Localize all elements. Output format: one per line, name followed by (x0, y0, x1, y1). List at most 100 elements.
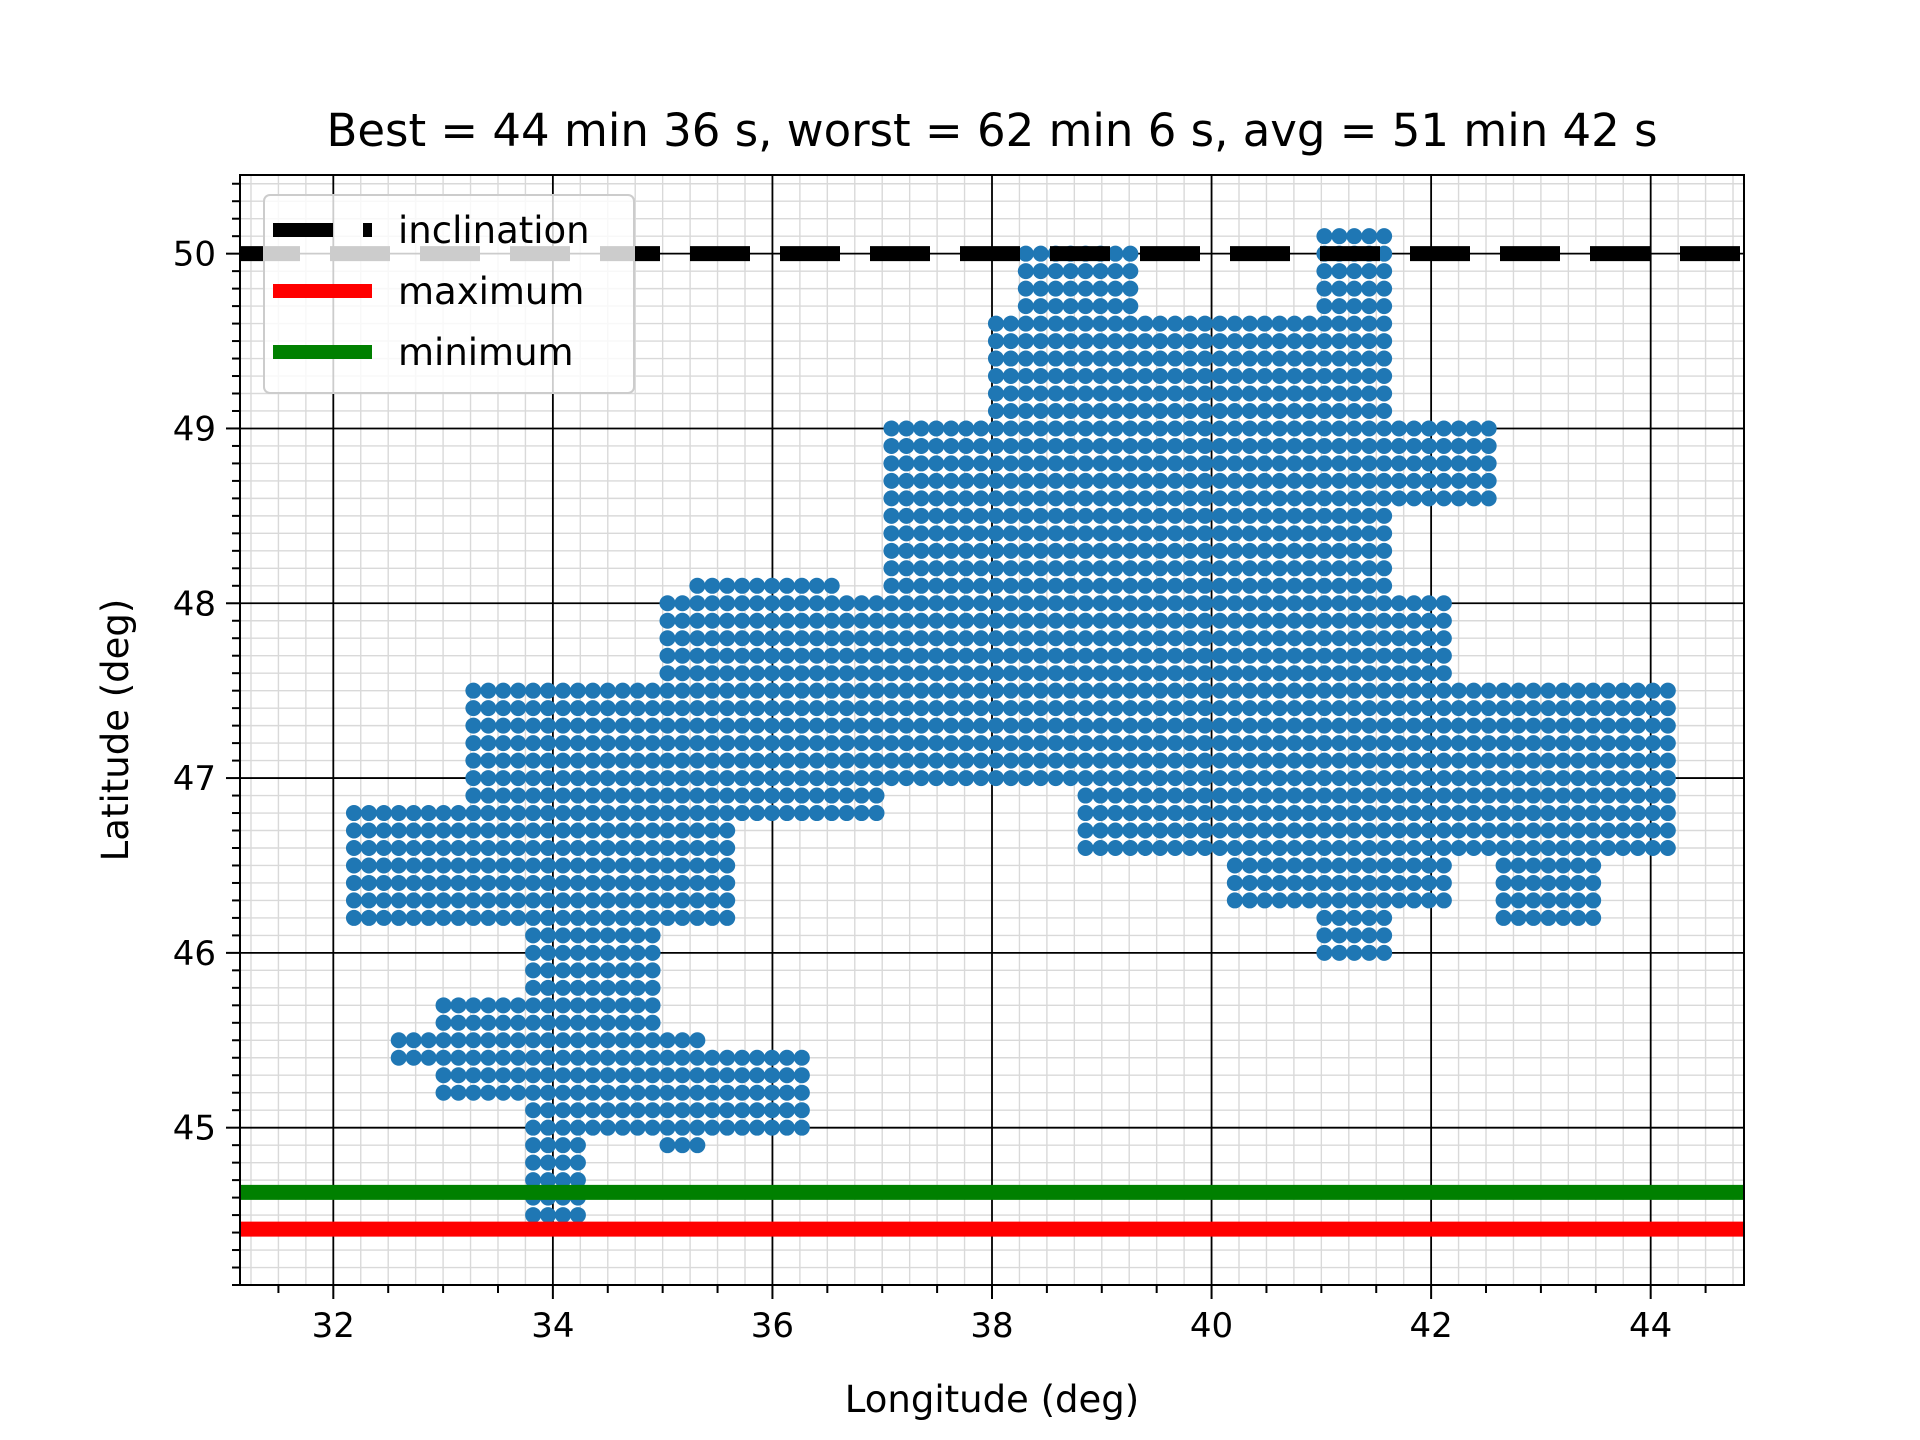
scatter-point (883, 490, 900, 507)
scatter-point (1211, 839, 1228, 856)
scatter-point (1122, 822, 1139, 839)
scatter-point (1644, 700, 1661, 717)
scatter-point (1659, 682, 1676, 699)
scatter-point (1435, 839, 1452, 856)
scatter-point (1107, 455, 1124, 472)
scatter-point (1182, 490, 1199, 507)
scatter-point (1555, 717, 1572, 734)
scatter-point (465, 822, 482, 839)
scatter-point (1376, 315, 1393, 332)
scatter-point (838, 717, 855, 734)
scatter-point (1361, 298, 1378, 315)
scatter-point (1241, 315, 1258, 332)
scatter-point (943, 735, 960, 752)
scatter-point (1361, 333, 1378, 350)
scatter-point (1211, 560, 1228, 577)
scatter-point (1271, 787, 1288, 804)
scatter-point (599, 997, 616, 1014)
scatter-point (1092, 333, 1109, 350)
scatter-point (1092, 298, 1109, 315)
scatter-point (763, 1067, 780, 1084)
scatter-point (659, 1137, 676, 1154)
scatter-point (734, 612, 751, 629)
scatter-point (1301, 857, 1318, 874)
scatter-point (1032, 525, 1049, 542)
scatter-point (629, 717, 646, 734)
scatter-point (1391, 822, 1408, 839)
scatter-point (1167, 630, 1184, 647)
scatter-point (674, 1049, 691, 1066)
scatter-point (1152, 577, 1169, 594)
scatter-point (465, 752, 482, 769)
scatter-point (1226, 402, 1243, 419)
scatter-point (1092, 630, 1109, 647)
scatter-point (629, 979, 646, 996)
scatter-point (1152, 525, 1169, 542)
scatter-point (689, 1067, 706, 1084)
scatter-point (1495, 857, 1512, 874)
scatter-point (853, 787, 870, 804)
scatter-point (1316, 263, 1333, 280)
scatter-point (1525, 874, 1542, 891)
scatter-point (554, 909, 571, 926)
scatter-point (1301, 560, 1318, 577)
scatter-point (1376, 437, 1393, 454)
scatter-point (704, 1084, 721, 1101)
scatter-point (644, 1102, 661, 1119)
scatter-point (734, 1049, 751, 1066)
scatter-point (435, 839, 452, 856)
scatter-point (883, 455, 900, 472)
scatter-point (1301, 455, 1318, 472)
scatter-point (1107, 280, 1124, 297)
scatter-point (1077, 525, 1094, 542)
scatter-point (1167, 542, 1184, 559)
scatter-point (734, 577, 751, 594)
scatter-point (1346, 455, 1363, 472)
scatter-point (465, 770, 482, 787)
scatter-point (1167, 647, 1184, 664)
scatter-point (554, 1067, 571, 1084)
scatter-point (659, 892, 676, 909)
scatter-point (1525, 735, 1542, 752)
scatter-point (1510, 700, 1527, 717)
scatter-point (1540, 857, 1557, 874)
scatter-point (450, 997, 467, 1014)
scatter-point (1241, 752, 1258, 769)
scatter-point (823, 700, 840, 717)
scatter-point (943, 612, 960, 629)
scatter-point (1002, 333, 1019, 350)
scatter-point (495, 822, 512, 839)
scatter-point (1226, 472, 1243, 489)
scatter-point (1271, 770, 1288, 787)
scatter-point (1152, 770, 1169, 787)
scatter-point (793, 612, 810, 629)
scatter-point (1226, 612, 1243, 629)
scatter-point (1062, 472, 1079, 489)
scatter-point (1241, 420, 1258, 437)
scatter-point (1077, 315, 1094, 332)
scatter-point (883, 770, 900, 787)
scatter-point (525, 944, 542, 961)
scatter-point (1301, 682, 1318, 699)
scatter-point (868, 595, 885, 612)
scatter-point (823, 770, 840, 787)
scatter-point (1271, 630, 1288, 647)
scatter-point (659, 717, 676, 734)
scatter-point (1555, 874, 1572, 891)
scatter-point (1017, 263, 1034, 280)
scatter-point (629, 839, 646, 856)
scatter-point (480, 1084, 497, 1101)
scatter-point (405, 874, 422, 891)
scatter-point (1361, 542, 1378, 559)
scatter-point (1211, 402, 1228, 419)
scatter-point (1525, 839, 1542, 856)
scatter-point (554, 770, 571, 787)
scatter-point (1032, 472, 1049, 489)
scatter-point (1017, 542, 1034, 559)
scatter-point (450, 822, 467, 839)
scatter-point (958, 647, 975, 664)
scatter-point (1241, 630, 1258, 647)
scatter-point (525, 1102, 542, 1119)
scatter-point (1211, 612, 1228, 629)
scatter-point (1435, 595, 1452, 612)
